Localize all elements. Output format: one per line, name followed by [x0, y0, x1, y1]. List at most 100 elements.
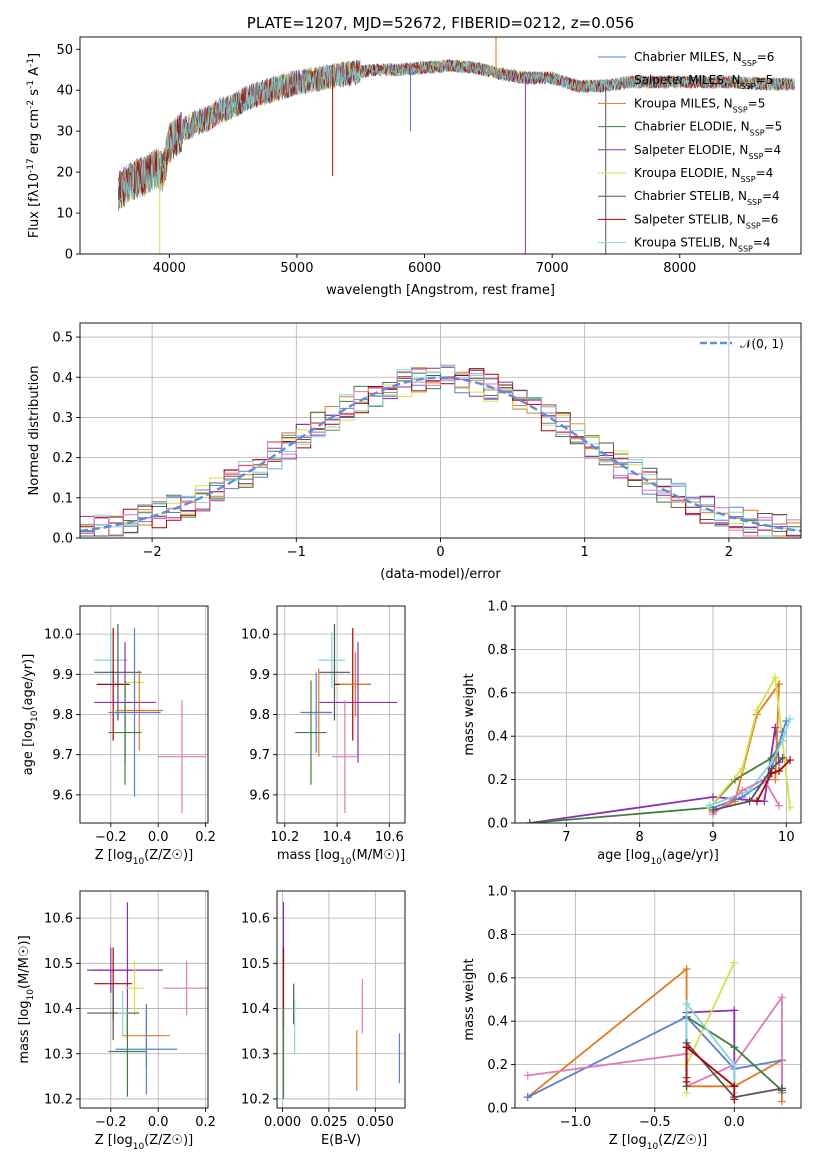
- massweight-vs-z-marker-0-1: [682, 965, 691, 974]
- age-vs-z-ytick-label-4: 10.0: [44, 628, 73, 643]
- massweight-vs-age-marker-6-1: [738, 786, 747, 795]
- massweight-vs-z-series-4: [685, 962, 736, 1093]
- massweight-vs-z-marker-2-0: [523, 1071, 532, 1080]
- massweight-vs-age-series-7: [712, 757, 784, 811]
- age-vs-z-plot-area: [94, 624, 206, 813]
- spectrum-frame: [79, 36, 802, 255]
- legend-label-6: Chabrier STELIB, NSSP=4: [634, 189, 780, 207]
- mass-vs-ebv-xtick-label-2: 0.050: [357, 1115, 394, 1130]
- massweight-vs-age-ylabel: mass weight: [462, 673, 477, 755]
- age-vs-mass-xlabel: mass [log10(M/M☉)]: [277, 848, 405, 867]
- massweight-vs-z-xtick-label-0: −1.0: [560, 1115, 592, 1130]
- mass-vs-ebv-xtick-label-1: 0.025: [310, 1115, 347, 1130]
- spectrum-ytick-label-5: 50: [56, 43, 73, 58]
- mass-vs-ebv-ytick-label-0: 10.2: [241, 1092, 270, 1107]
- mass-vs-ebv-plot-area: [282, 902, 401, 1099]
- age-vs-z-xtick-label-1: 0.0: [148, 830, 169, 845]
- spectrum-title: PLATE=1207, MJD=52672, FIBERID=0212, z=0…: [247, 14, 634, 32]
- legend-label-1: Salpeter MILES, NSSP=5: [634, 73, 773, 91]
- massweight-vs-z-ytick-label-0: 0.0: [487, 1102, 508, 1117]
- massweight-vs-age-ytick-label-4: 0.8: [487, 643, 508, 658]
- massweight-vs-z-marker-5-2: [730, 1043, 739, 1052]
- residuals-ylabel: Normed distribution: [27, 366, 42, 496]
- massweight-vs-age-series-6: [712, 778, 780, 815]
- massweight-vs-z-marker-8-0: [682, 1077, 691, 1086]
- residuals-ytick-label-3: 0.3: [52, 411, 73, 426]
- massweight-vs-age-ytick-label-5: 1.0: [487, 600, 508, 615]
- spectrum-ytick-label-2: 20: [56, 166, 73, 181]
- age-vs-z-xtick-label-2: 0.2: [195, 830, 216, 845]
- legend-normal-label: 𝒩(0, 1): [740, 337, 784, 351]
- massweight-vs-z-series-2: [527, 994, 783, 1093]
- mass-vs-z-ytick-label-0: 10.2: [44, 1092, 73, 1107]
- spectrum-xtick-label-3: 7000: [536, 261, 569, 276]
- massweight-vs-z-marker-8-3: [730, 1095, 739, 1104]
- massweight-vs-age-xtick-label-3: 10: [778, 830, 795, 845]
- massweight-vs-z-ytick-label-2: 0.4: [487, 1015, 508, 1030]
- massweight-vs-age-xtick-label-1: 8: [636, 830, 644, 845]
- massweight-vs-age-marker-7-1: [745, 797, 754, 806]
- legend-label-8: Kroupa STELIB, NSSP=4: [634, 236, 771, 254]
- massweight-vs-z-xtick-label-1: −0.5: [639, 1115, 671, 1130]
- spectrum-line-8: [118, 59, 795, 207]
- massweight-vs-age-marker-3-3: [771, 673, 780, 682]
- residuals-ytick-label-4: 0.4: [52, 371, 73, 386]
- mass-vs-z-frame: [79, 890, 209, 1109]
- massweight-vs-age-marker-8-3: [786, 756, 794, 765]
- massweight-vs-z-marker-2-4: [777, 993, 786, 1002]
- mass-vs-z-ytick-label-4: 10.6: [44, 912, 73, 927]
- massweight-vs-age-series-1: [529, 740, 784, 823]
- age-vs-z-ylabel: age [log10(age/yr)]: [21, 654, 40, 776]
- age-vs-mass-xtick-label-0: 10.2: [270, 830, 299, 845]
- mass-vs-ebv-ytick-label-1: 10.3: [241, 1047, 270, 1062]
- massweight-vs-z-marker-6-1: [682, 999, 691, 1008]
- massweight-vs-z-ytick-label-1: 0.2: [487, 1058, 508, 1073]
- legend-label-7: Salpeter STELIB, NSSP=6: [634, 212, 778, 230]
- age-vs-z-grid: [80, 606, 208, 823]
- residuals-grid: [80, 323, 801, 539]
- residuals-ytick-label-1: 0.1: [52, 491, 73, 506]
- spectrum-ylabel: Flux [fλ10-17 erg cm-2 s-1 A-1]: [26, 53, 42, 238]
- massweight-vs-age-marker-5-4: [786, 714, 794, 723]
- massweight-vs-age-xtick-label-2: 9: [709, 830, 717, 845]
- residuals-xlabel: (data-model)/error: [380, 567, 501, 582]
- residuals-xtick-label-3: 1: [581, 545, 589, 560]
- residuals-ytick-label-2: 0.2: [52, 451, 73, 466]
- massweight-vs-z-marker-4-2: [730, 958, 739, 967]
- age-vs-z-xtick-label-0: −0.2: [95, 830, 127, 845]
- age-vs-mass-xtick-label-1: 10.4: [323, 830, 352, 845]
- mass-vs-z-ytick-label-3: 10.5: [44, 957, 73, 972]
- massweight-vs-age-marker-8-1: [767, 769, 776, 778]
- massweight-vs-z-xtick-label-2: 0.0: [724, 1115, 745, 1130]
- age-vs-z-ytick-label-1: 9.7: [52, 748, 73, 763]
- age-vs-mass-ytick-label-1: 9.7: [249, 748, 270, 763]
- massweight-vs-age-marker-7-3: [778, 753, 787, 762]
- mass-vs-ebv-ytick-label-2: 10.4: [241, 1002, 270, 1017]
- massweight-vs-age-ytick-label-2: 0.4: [487, 730, 508, 745]
- mass-vs-z-plot-area: [87, 902, 208, 1097]
- spectrum-xlabel: wavelength [Angstrom, rest frame]: [326, 283, 555, 298]
- spectrum-ytick-label-1: 10: [56, 207, 73, 222]
- legend-label-4: Salpeter ELODIE, NSSP=4: [634, 143, 781, 161]
- massweight-vs-z-marker-1-0: [523, 1093, 532, 1102]
- mass-vs-ebv-xlabel: E(B-V): [321, 1133, 361, 1148]
- residuals-plot-area: [80, 364, 801, 537]
- massweight-vs-age-marker-3-4: [786, 803, 794, 812]
- massweight-vs-z-xlabel: Z [log10(Z/Z☉)]: [609, 1133, 707, 1152]
- massweight-vs-age-frame: [514, 605, 802, 824]
- spectrum-ytick-label-3: 30: [56, 125, 73, 140]
- massweight-vs-age-marker-5-0: [705, 801, 714, 810]
- spectrum-plot-area: [118, 37, 795, 254]
- massweight-vs-z-marker-6-2: [730, 1060, 739, 1069]
- massweight-vs-age-xtick-label-0: 7: [562, 830, 570, 845]
- age-vs-mass-plot-area: [295, 624, 398, 813]
- massweight-vs-z-grid: [515, 890, 801, 1109]
- massweight-vs-age-marker-5-3: [778, 736, 787, 745]
- age-vs-z-ytick-label-0: 9.6: [52, 788, 73, 803]
- mass-vs-ebv-ytick-label-3: 10.5: [241, 957, 270, 972]
- age-vs-z-frame: [79, 605, 209, 824]
- massweight-vs-age-marker-8-2: [775, 766, 783, 775]
- massweight-vs-z-marker-7-3: [777, 1084, 786, 1093]
- residuals-ytick-label-0: 0.0: [52, 532, 73, 547]
- massweight-vs-age-ytick-label-3: 0.6: [487, 686, 508, 701]
